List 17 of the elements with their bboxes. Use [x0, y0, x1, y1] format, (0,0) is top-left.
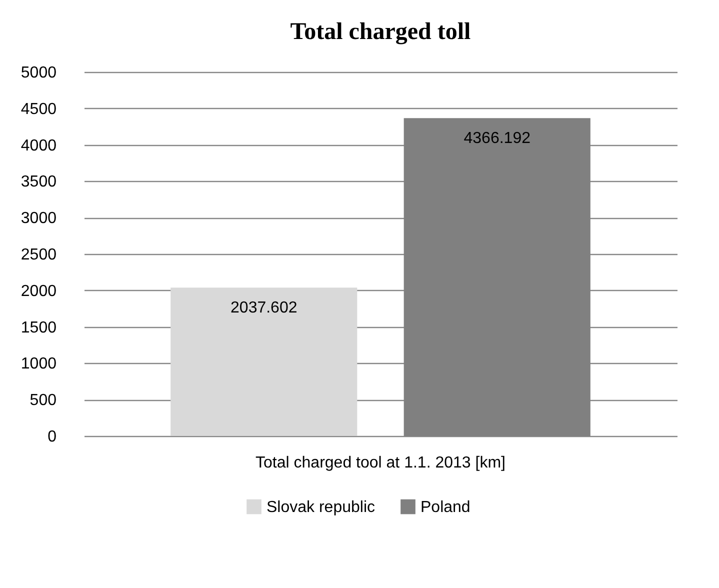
y-tick-label: 5000 — [20, 64, 57, 82]
legend-label: Poland — [420, 498, 470, 516]
data-label: 2037.602 — [230, 300, 298, 317]
y-tick-label: 3000 — [20, 210, 57, 228]
y-tick-label: 1500 — [20, 319, 57, 336]
y-tick-label: 2500 — [20, 246, 57, 264]
y-tick-label: 500 — [30, 392, 57, 410]
y-tick-label: 3500 — [20, 174, 57, 191]
data-label: 4366.192 — [464, 130, 531, 148]
y-tick-label: 2000 — [20, 282, 57, 300]
y-tick-label: 0 — [48, 428, 57, 446]
y-tick-label: 1000 — [20, 356, 57, 373]
y-tick-label: 4500 — [20, 100, 57, 118]
chart-title: Total charged toll — [290, 19, 472, 45]
legend-label: Slovak republic — [266, 498, 375, 516]
y-tick-label: 4000 — [20, 137, 57, 154]
x-tick-label: Total charged tool at 1.1. 2013 [km] — [256, 454, 506, 472]
